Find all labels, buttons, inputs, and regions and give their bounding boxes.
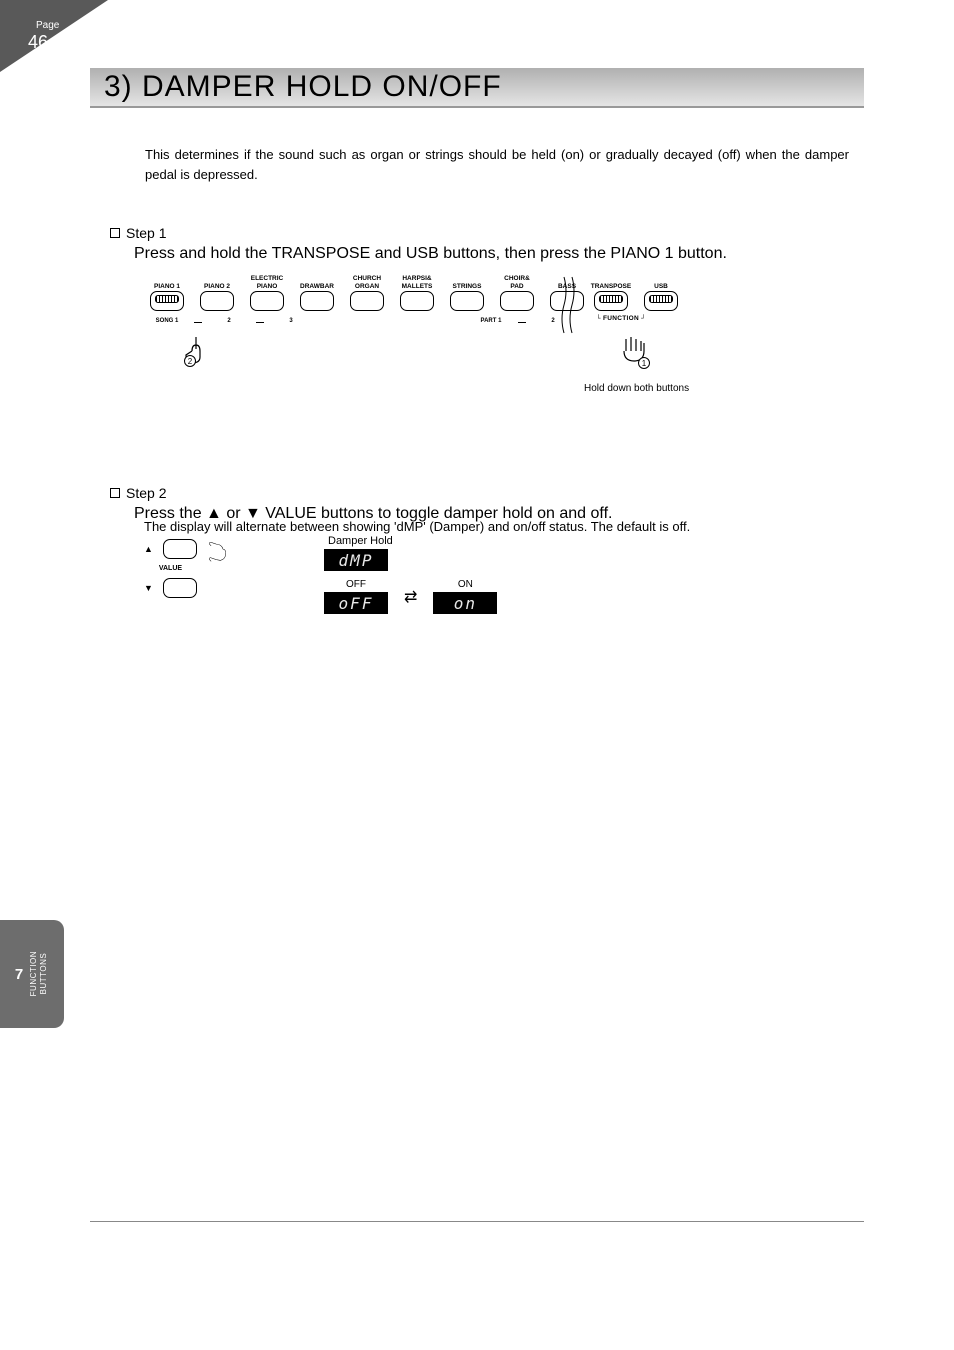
function-label-text: FUNCTION: [603, 315, 639, 322]
value-label: VALUE: [159, 565, 182, 572]
section-name: FUNCTIONBUTTONS: [29, 951, 49, 996]
transpose-button: [594, 291, 628, 311]
hand-press-icon: [204, 539, 232, 569]
bullet-box-icon: [110, 488, 120, 498]
usb-button-col: USB: [638, 275, 684, 311]
bullet-box-icon: [110, 228, 120, 238]
value-buttons: ▲ VALUE ▼: [144, 539, 197, 598]
swap-arrows-icon: ⇄: [404, 587, 417, 607]
sound-button-label: CHOIR&PAD: [504, 275, 530, 291]
lcd-on: on: [433, 592, 497, 614]
page-title: 3) DAMPER HOLD ON/OFF: [104, 70, 502, 104]
sound-button-label: HARPSI&MALLETS: [402, 275, 433, 291]
off-label: OFF: [346, 579, 366, 590]
step-1-heading: Step 1: [110, 225, 849, 241]
sound-button-label: CHURCHORGAN: [353, 275, 381, 291]
usb-label: USB: [654, 275, 668, 291]
sound-button-shape: [400, 291, 434, 311]
sound-button: HARPSI&MALLETS: [394, 275, 440, 311]
lcd-title: Damper Hold: [328, 535, 497, 547]
sound-button-label: PIANO 2: [204, 275, 230, 291]
lcd-off: oFF: [324, 592, 388, 614]
sound-button-shape: [200, 291, 234, 311]
sound-button-shape: [250, 291, 284, 311]
song-sub-row: SONG 123PART 12: [144, 318, 576, 324]
lcd-area: Damper Hold dMP OFF oFF ⇄ ON on: [324, 535, 497, 614]
sound-button-label: ELECTRICPIANO: [251, 275, 284, 291]
sound-button-shape: [500, 291, 534, 311]
section-number: 7: [15, 966, 23, 983]
transpose-label: TRANSPOSE: [591, 275, 631, 291]
step-2-diagram: ▲ VALUE ▼ Damper Hold dMP OFF oFF ⇄: [144, 535, 849, 655]
page-corner: [0, 0, 108, 72]
value-up-button: [163, 539, 197, 559]
press-order-2: 2: [184, 355, 196, 367]
down-arrow-icon: ▼: [144, 583, 153, 593]
title-bar: 3) DAMPER HOLD ON/OFF: [90, 68, 864, 108]
sound-button-label: PIANO 1: [154, 275, 180, 291]
intro-text: This determines if the sound such as org…: [145, 145, 849, 184]
page-label-prefix: Page: [36, 20, 59, 31]
lcd-off-col: OFF oFF: [324, 579, 388, 614]
sound-button: ELECTRICPIANO: [244, 275, 290, 311]
step-2: Step 2 Press the ▲ or ▼ VALUE buttons to…: [110, 485, 849, 655]
value-down-button: [163, 578, 197, 598]
sound-button-shape: [300, 291, 334, 311]
sound-button-shape: [350, 291, 384, 311]
lcd-main: dMP: [324, 549, 388, 571]
sound-button-label: STRINGS: [453, 275, 482, 291]
press-order-1: 1: [638, 357, 650, 369]
function-label: └ FUNCTION ┘: [592, 315, 650, 322]
sound-button: PIANO 1: [144, 275, 190, 311]
sound-button: DRAWBAR: [294, 275, 340, 311]
transpose-button-col: TRANSPOSE: [588, 275, 634, 311]
step-1-instruction: Press and hold the TRANSPOSE and USB but…: [134, 245, 849, 263]
panel-break-icon: [560, 275, 580, 335]
sound-button-shape: [450, 291, 484, 311]
sound-button: CHURCHORGAN: [344, 275, 390, 311]
sound-button-row: PIANO 1 PIANO 2 ELECTRICPIANO DRAWBAR CHURCH…: [144, 275, 849, 395]
sound-button-group: PIANO 1 PIANO 2 ELECTRICPIANO DRAWBAR CHURCH…: [144, 275, 849, 311]
step-1-heading-text: Step 1: [126, 225, 166, 241]
hold-caption: Hold down both buttons: [584, 383, 689, 394]
sound-button-label: DRAWBAR: [300, 275, 334, 291]
page-number: 46: [28, 32, 48, 53]
step-2-heading-text: Step 2: [126, 485, 166, 501]
function-button-group: TRANSPOSE USB: [588, 275, 684, 311]
side-section-tab: 7 FUNCTIONBUTTONS: [0, 920, 64, 1028]
on-label: ON: [458, 579, 473, 590]
usb-button: [644, 291, 678, 311]
lcd-on-col: ON on: [433, 579, 497, 614]
sound-button: CHOIR&PAD: [494, 275, 540, 311]
sound-button-shape: [150, 291, 184, 311]
step-2-heading: Step 2: [110, 485, 849, 501]
sound-button: STRINGS: [444, 275, 490, 311]
step-2-instruction: Press the ▲ or ▼ VALUE buttons to toggle…: [134, 505, 849, 523]
sound-button: PIANO 2: [194, 275, 240, 311]
up-arrow-icon: ▲: [144, 544, 153, 554]
footer-divider: [90, 1221, 864, 1222]
